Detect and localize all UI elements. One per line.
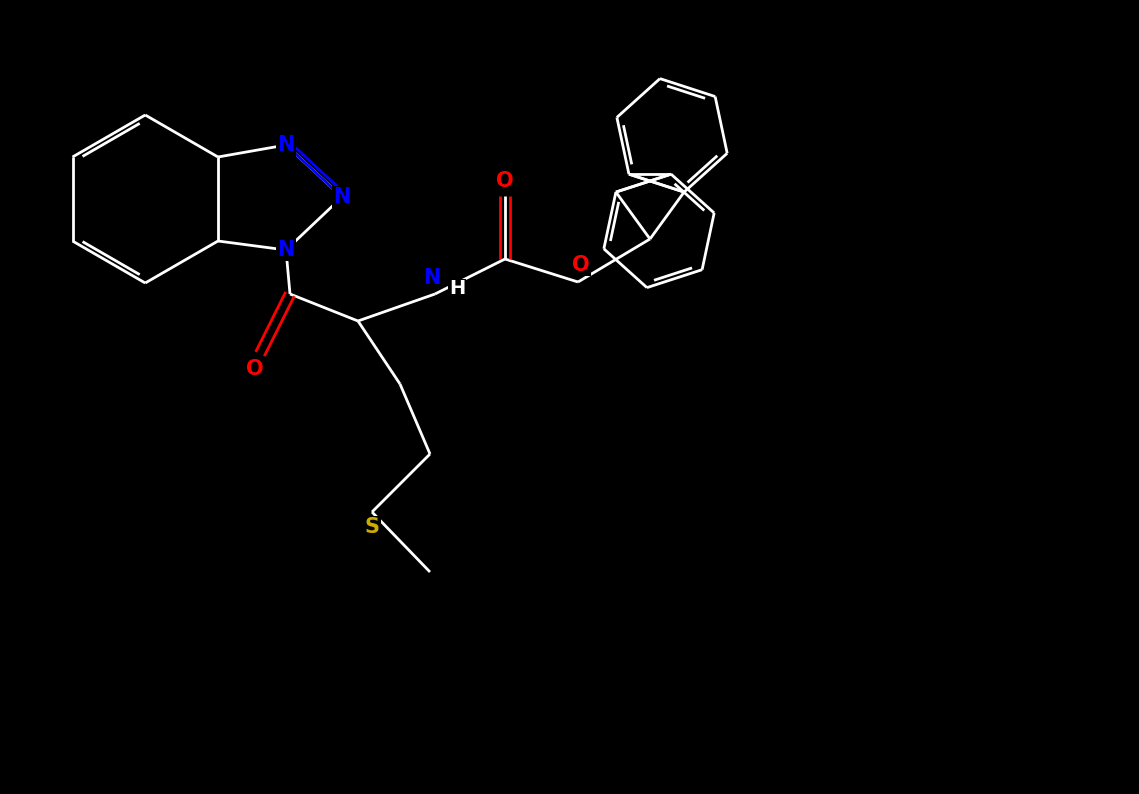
Text: O: O <box>497 171 514 191</box>
Text: N: N <box>424 268 441 288</box>
Text: O: O <box>246 359 264 379</box>
Text: S: S <box>364 517 379 537</box>
Text: O: O <box>246 359 264 379</box>
Text: O: O <box>497 171 514 191</box>
Text: N: N <box>277 135 295 155</box>
Text: H: H <box>449 279 465 299</box>
Text: S: S <box>364 517 379 537</box>
Text: N: N <box>277 240 295 260</box>
Text: O: O <box>572 255 590 275</box>
Text: N: N <box>277 240 295 260</box>
Text: H: H <box>449 279 465 299</box>
Text: N: N <box>424 268 441 288</box>
Text: N: N <box>277 135 295 155</box>
Text: O: O <box>572 255 590 275</box>
Text: N: N <box>334 187 351 207</box>
Text: N: N <box>334 187 351 207</box>
